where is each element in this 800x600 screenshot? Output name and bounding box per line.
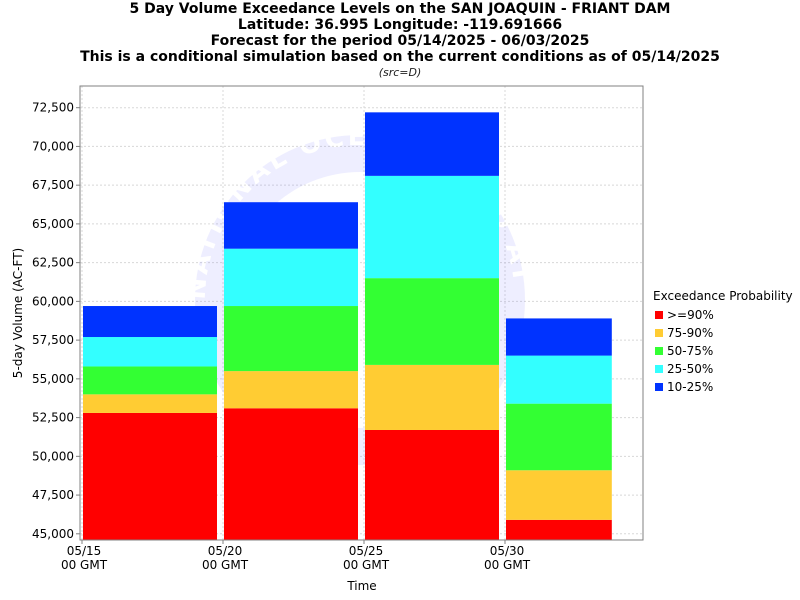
legend-item: 50-75% bbox=[653, 342, 793, 360]
legend-swatch bbox=[655, 347, 663, 355]
y-tick-label: 55,000 bbox=[32, 372, 74, 386]
chart-subtitle-location: Latitude: 36.995 Longitude: -119.691666 bbox=[237, 17, 563, 33]
y-tick-label: 52,500 bbox=[32, 411, 74, 425]
legend-item: 75-90% bbox=[653, 324, 793, 342]
bar-segment-10-25 bbox=[506, 318, 612, 356]
legend-label: >=90% bbox=[667, 308, 714, 322]
bar-segment-25-50 bbox=[506, 355, 612, 404]
x-tick-label-date: 05/30 bbox=[490, 544, 525, 558]
chart-subtitle-conditions: This is a conditional simulation based o… bbox=[80, 49, 720, 65]
x-tick-label-time: 00 GMT bbox=[343, 558, 390, 572]
bar-segment-75-90 bbox=[506, 470, 612, 520]
y-tick-label: 60,000 bbox=[32, 294, 74, 308]
bar-segment-10-25 bbox=[83, 306, 217, 338]
source-note: (src=D) bbox=[378, 66, 422, 79]
bar-segment-75-90 bbox=[224, 371, 358, 409]
bar-segment-10-25 bbox=[224, 202, 358, 249]
chart-titles: 5 Day Volume Exceedance Levels on the SA… bbox=[0, 0, 800, 80]
bar-segment-50-75 bbox=[83, 366, 217, 395]
y-tick-label: 45,000 bbox=[32, 527, 74, 541]
y-tick-label: 62,500 bbox=[32, 256, 74, 270]
x-tick-label-time: 00 GMT bbox=[202, 558, 249, 572]
legend: Exceedance Probability >=90% 75-90% 50-75%… bbox=[653, 289, 793, 396]
bar-segment-90 bbox=[224, 408, 358, 540]
legend-item: 10-25% bbox=[653, 378, 793, 396]
y-tick-label: 47,500 bbox=[32, 488, 74, 502]
plot-frame bbox=[79, 85, 644, 541]
y-axis-title: 5-day Volume (AC-FT) bbox=[11, 248, 25, 378]
y-tick-label: 70,000 bbox=[32, 139, 74, 153]
axes bbox=[79, 85, 644, 541]
y-axis-ticks: 45,000 47,500 50,000 52,500 55,000 57,500 60,0… bbox=[32, 101, 80, 541]
bar-segment-25-50 bbox=[83, 337, 217, 367]
bar-segment-75-90 bbox=[83, 394, 217, 413]
x-tick-label-time: 00 GMT bbox=[61, 558, 108, 572]
chart-title: 5 Day Volume Exceedance Levels on the SA… bbox=[129, 1, 671, 17]
legend-label: 75-90% bbox=[667, 326, 714, 340]
x-tick-label-date: 05/25 bbox=[349, 544, 384, 558]
y-tick-label: 67,500 bbox=[32, 178, 74, 192]
bar-segment-90 bbox=[83, 412, 217, 540]
chart-subtitle-period: Forecast for the period 05/14/2025 - 06/… bbox=[210, 33, 590, 49]
bar-segment-90 bbox=[506, 519, 612, 540]
legend-label: 25-50% bbox=[667, 362, 714, 376]
legend-item: 25-50% bbox=[653, 360, 793, 378]
y-tick-label: 50,000 bbox=[32, 449, 74, 463]
x-axis-title: Time bbox=[346, 579, 376, 593]
legend-swatch bbox=[655, 311, 663, 319]
bar-segment-75-90 bbox=[365, 364, 499, 430]
bar-segment-90 bbox=[365, 429, 499, 540]
legend-swatch bbox=[655, 365, 663, 373]
legend-title: Exceedance Probability bbox=[653, 289, 793, 303]
y-tick-label: 57,500 bbox=[32, 333, 74, 347]
legend-label: 50-75% bbox=[667, 344, 714, 358]
bar-segment-50-75 bbox=[506, 403, 612, 471]
legend-swatch bbox=[655, 329, 663, 337]
y-tick-label: 72,500 bbox=[32, 101, 74, 115]
bar-segment-50-75 bbox=[224, 306, 358, 372]
bar-segment-25-50 bbox=[365, 175, 499, 279]
bar-segment-50-75 bbox=[365, 278, 499, 365]
legend-item: >=90% bbox=[653, 306, 793, 324]
y-tick-label: 65,000 bbox=[32, 217, 74, 231]
x-tick-label-date: 05/15 bbox=[67, 544, 102, 558]
bar-segment-25-50 bbox=[224, 248, 358, 307]
legend-swatch bbox=[655, 383, 663, 391]
legend-label: 10-25% bbox=[667, 380, 714, 394]
legend-items: >=90% 75-90% 50-75% 25-50% 10-25% bbox=[653, 306, 793, 396]
stacked-bars bbox=[83, 112, 612, 540]
x-tick-label-date: 05/20 bbox=[208, 544, 243, 558]
bar-segment-10-25 bbox=[365, 112, 499, 176]
x-tick-label-time: 00 GMT bbox=[484, 558, 531, 572]
